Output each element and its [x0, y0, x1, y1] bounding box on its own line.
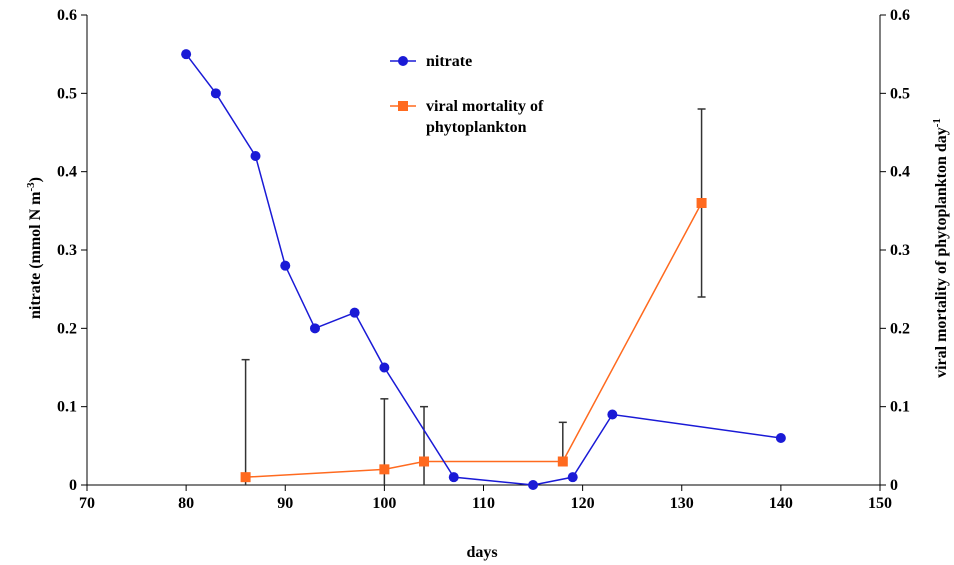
- y-left-tick-label: 0.1: [57, 399, 77, 416]
- legend: nitrate viral mortality of phytoplankton: [390, 53, 544, 136]
- nitrate-point: [181, 49, 192, 60]
- y-right-tick-label: 0.6: [890, 7, 910, 24]
- viral-mortality-point: [240, 472, 251, 483]
- nitrate-point: [280, 260, 291, 271]
- y-axis-right-title-text: viral mortality of phytoplankton day: [933, 127, 950, 378]
- x-tick-label: 70: [79, 495, 95, 512]
- y-axis-left-title-sup: -3: [25, 182, 37, 192]
- x-tick-label: 120: [571, 495, 595, 512]
- x-tick-label: 150: [868, 495, 892, 512]
- legend-nitrate-marker: [398, 56, 408, 66]
- nitrate-line: [185, 53, 781, 486]
- y-left-tick-label: 0: [69, 477, 77, 494]
- x-tick-label: 130: [670, 495, 694, 512]
- nitrate-point: [448, 472, 459, 483]
- y-axis-left-title: nitrate (mmol N m-3): [25, 177, 44, 319]
- nitrate-point: [309, 323, 320, 334]
- y-left-tick-label: 0.3: [57, 242, 77, 259]
- y-axis-right-title-sup: -1: [931, 118, 943, 127]
- nitrate-point: [528, 480, 539, 490]
- x-tick-label: 80: [178, 495, 194, 512]
- y-left-tick-label: 0.6: [57, 7, 77, 24]
- error-bars: [241, 108, 706, 485]
- y-left-tick-label: 0.2: [57, 320, 77, 337]
- y-axis-left-title-close: ): [27, 177, 44, 182]
- y-axis-left-title-text: nitrate (mmol N m: [27, 191, 44, 319]
- x-tick-label: 90: [277, 495, 293, 512]
- y-right-tick-label: 0.1: [890, 399, 910, 416]
- viral-mortality-line: [245, 202, 703, 478]
- y-right-tick-label: 0: [890, 477, 898, 494]
- y-right-tick-label: 0.5: [890, 85, 910, 102]
- nitrate-point: [349, 307, 360, 318]
- y-axis-right-title: viral mortality of phytoplankton day-1: [931, 118, 950, 378]
- legend-viral-label-line1: viral mortality of: [426, 98, 544, 115]
- legend-viral-label-line2: phytoplankton: [426, 119, 527, 136]
- nitrate-point: [210, 88, 221, 99]
- viral-mortality-point: [379, 464, 390, 475]
- y-right-tick-label: 0.3: [890, 242, 910, 259]
- x-tick-label: 100: [372, 495, 396, 512]
- series-markers: [181, 49, 786, 490]
- y-right-tick-label: 0.4: [890, 164, 910, 181]
- nitrate-point: [250, 151, 261, 161]
- viral-mortality-point: [557, 456, 568, 467]
- viral-mortality-point: [696, 198, 707, 208]
- y-left-tick-label: 0.4: [57, 164, 77, 181]
- viral-mortality-point: [419, 456, 430, 467]
- x-tick-label: 110: [472, 495, 495, 512]
- axes: 70 80 90 100 110 120 130 140 15000.10.20.30.40.5…: [57, 7, 910, 512]
- nitrate-point: [775, 433, 786, 443]
- nitrate-point: [607, 409, 618, 420]
- legend-viral-marker: [398, 101, 408, 111]
- x-tick-label: 140: [769, 495, 793, 512]
- x-axis-title: days: [466, 544, 497, 561]
- nitrate-point: [567, 472, 578, 483]
- nitrate-point: [379, 362, 390, 373]
- y-left-tick-label: 0.5: [57, 85, 77, 102]
- legend-nitrate-label: nitrate: [426, 53, 472, 70]
- y-right-tick-label: 0.2: [890, 320, 910, 337]
